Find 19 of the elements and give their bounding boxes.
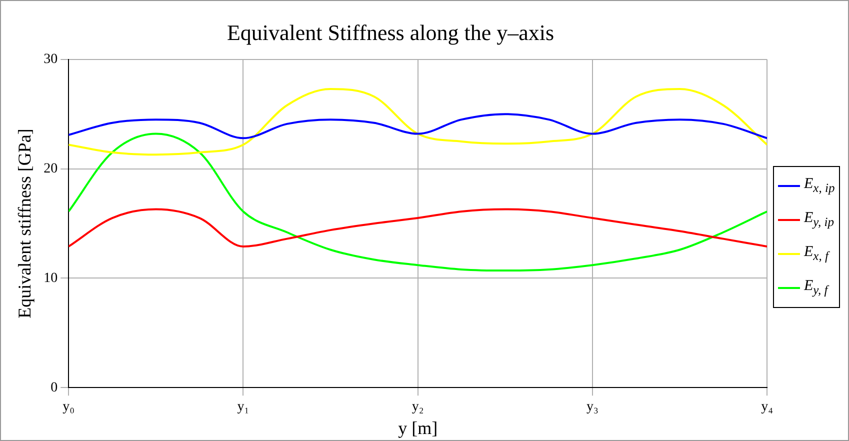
y-tick-label: 30	[44, 52, 58, 68]
y-tick-label: 20	[44, 161, 58, 176]
legend-label: E$_{x, ip}$	[804, 176, 835, 196]
legend-label: E$_{x, f}$	[804, 244, 828, 264]
legend-label: E$_{y, ip}$	[804, 210, 834, 230]
x-axis-title: y [m]	[398, 418, 438, 438]
x-tick-label: y₃	[586, 400, 598, 415]
y-axis-title: Equivalent stiffness [GPa]	[14, 128, 35, 318]
line-series	[68, 88, 768, 156]
x-tick-label: y₄	[761, 400, 774, 415]
x-tick-label: y₂	[412, 400, 424, 415]
line-series	[68, 208, 768, 248]
y-tick-label: 0	[50, 380, 58, 396]
x-tick-label: y₁	[237, 400, 250, 415]
y-tick-label: 10	[44, 270, 58, 286]
x-tick-label: y₀	[62, 400, 75, 415]
chart-title: Equivalent Stiffness along the y–axis	[226, 20, 554, 45]
line-series	[68, 113, 768, 140]
legend-label: E$_{y, f}$	[804, 278, 828, 298]
